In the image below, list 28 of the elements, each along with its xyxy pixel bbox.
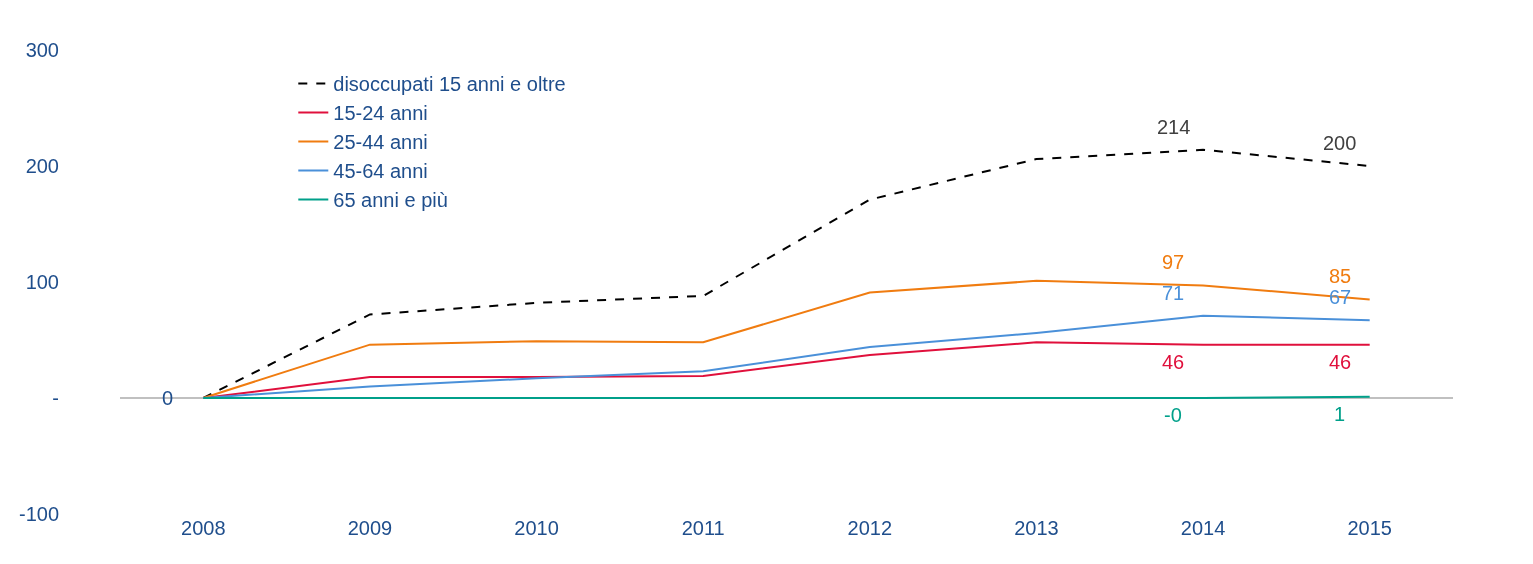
x-tick-label: 2009	[347, 517, 393, 539]
data-label: 214	[1157, 116, 1191, 138]
x-tick-label: 2014	[1180, 517, 1226, 539]
x-tick-label: 2008	[181, 517, 226, 539]
x-tick-label: 2011	[681, 517, 725, 539]
data-label: 1	[1334, 403, 1346, 425]
y-tick-label: 200	[25, 155, 59, 177]
data-label: 97	[1162, 251, 1185, 273]
x-tick-label: 2012	[847, 517, 893, 539]
legend-label: 15-24 anni	[333, 102, 428, 125]
legend-label: 45-64 anni	[333, 160, 428, 183]
x-tick-label: 2013	[1014, 517, 1059, 539]
y-tick-label: 100	[25, 271, 59, 293]
data-label: 46	[1329, 351, 1352, 373]
data-label: 85	[1329, 265, 1352, 287]
data-label: 0	[162, 387, 174, 409]
y-tick-label: 300	[25, 39, 59, 61]
legend-label: disoccupati 15 anni e oltre	[333, 73, 566, 96]
data-label: -0	[1164, 404, 1182, 426]
x-tick-label: 2015	[1347, 517, 1392, 539]
data-label: 71	[1162, 282, 1185, 304]
data-label: 46	[1162, 351, 1185, 373]
legend-label: 65 anni e più	[333, 189, 448, 212]
x-tick-label: 2010	[514, 517, 559, 539]
data-label: 200	[1323, 132, 1357, 154]
y-tick-label: -100	[18, 503, 59, 525]
y-tick-label: -	[52, 387, 59, 409]
legend-label: 25-44 anni	[333, 131, 428, 154]
